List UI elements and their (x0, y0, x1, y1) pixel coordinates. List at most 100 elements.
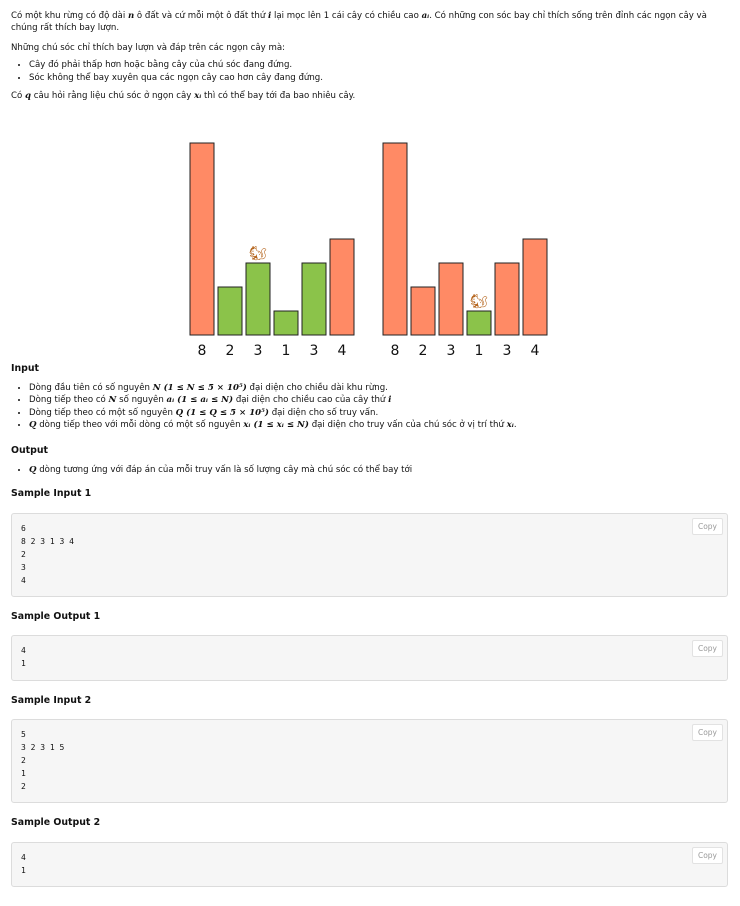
math: aᵢ (1 ≤ aᵢ ≤ N) (166, 395, 234, 406)
math: xᵢ (506, 419, 514, 430)
tree-height-label: 2 (419, 343, 428, 359)
code-line: 8 2 3 1 3 4 (21, 537, 74, 546)
text: Dòng đầu tiên có số nguyên (29, 382, 153, 393)
code-line: 1 (21, 659, 26, 668)
math: i (388, 395, 392, 406)
code-line: 5 (21, 730, 26, 739)
tree-height-label: 3 (447, 343, 456, 359)
tree-bar (273, 310, 299, 336)
code-line: 4 (21, 646, 26, 655)
text: . (513, 419, 517, 430)
tree-bar (494, 262, 520, 336)
sample-input-2-box: Copy 5 3 2 3 1 5 2 1 2 (11, 719, 728, 803)
code-line: 3 2 3 1 5 (21, 743, 65, 752)
tree-height-label: 3 (310, 343, 319, 359)
tree-bar (301, 262, 327, 336)
code-line: 2 (21, 550, 26, 559)
intro-text: . Có những con sóc bay chỉ thích sống tr… (11, 11, 707, 34)
copy-button[interactable]: Copy (691, 518, 723, 535)
math: Q (1 ≤ Q ≤ 5 × 10⁵) (175, 407, 269, 418)
var-q: q (25, 91, 32, 102)
left-panel: 8 2 3 🐿 1 3 4 (189, 142, 355, 359)
code-line: 3 (21, 563, 26, 572)
tree-height-label: 4 (531, 343, 540, 359)
intro-text: Có một khu rừng có độ dài (11, 11, 128, 21)
tree-height-label: 4 (338, 343, 347, 359)
text: số nguyên (116, 395, 167, 406)
code-line: 4 (21, 576, 26, 585)
input-section: Input Dòng đầu tiên có số nguyên N (1 ≤ … (11, 362, 731, 431)
text: đại diện cho truy vấn của chú sóc ở vị t… (308, 419, 507, 430)
output-heading: Output (11, 445, 48, 456)
intro-text: Có (11, 91, 25, 102)
tree-height-label: 1 (475, 343, 484, 359)
rules-list: Cây đó phải thấp hơn hoặc bằng cây của c… (11, 59, 731, 84)
rule-item: Cây đó phải thấp hơn hoặc bằng cây của c… (29, 59, 731, 71)
sample-output-1-box: Copy 4 1 (11, 635, 728, 681)
sample-input-1-title: Sample Input 1 (11, 488, 92, 499)
tree-height-label: 3 (254, 343, 263, 359)
math: Q (29, 419, 37, 430)
code-line: 2 (21, 756, 26, 765)
copy-button[interactable]: Copy (691, 847, 723, 864)
input-item: Dòng tiếp theo có N số nguyên aᵢ (1 ≤ aᵢ… (29, 394, 731, 406)
input-list: Dòng đầu tiên có số nguyên N (1 ≤ N ≤ 5 … (11, 382, 731, 432)
tree-bar (329, 238, 355, 336)
tree-bar (438, 262, 464, 336)
text: dòng tương ứng với đáp án của mỗi truy v… (36, 464, 413, 475)
rules-intro: Những chú sóc chỉ thích bay lượn và đáp … (11, 42, 286, 53)
text: đại diện cho chiều dài khu rừng. (246, 382, 388, 393)
input-item: Q dòng tiếp theo với mỗi dòng có một số … (29, 419, 731, 431)
code-line: 1 (21, 769, 26, 778)
text: Dòng tiếp theo có một số nguyên (29, 407, 176, 418)
math: xᵢ (1 ≤ xᵢ ≤ N) (243, 419, 309, 430)
output-list: Q dòng tương ứng với đáp án của mỗi truy… (11, 464, 731, 476)
math: N (108, 395, 117, 406)
squirrel-icon: 🐿 (249, 246, 267, 262)
math: Q (29, 464, 37, 475)
output-item: Q dòng tương ứng với đáp án của mỗi truy… (29, 464, 731, 476)
code-line: 2 (21, 782, 26, 791)
query-paragraph: Có q câu hỏi rằng liệu chú sóc ở ngọn câ… (11, 90, 731, 102)
var-n: n (127, 11, 135, 21)
input-heading: Input (11, 363, 40, 374)
right-panel: 8 2 3 1 🐿 3 4 (382, 142, 548, 359)
trees-figure: 8 2 3 🐿 1 3 4 8 2 3 1 🐿 3 4 (189, 142, 548, 359)
tree-height-label: 3 (503, 343, 512, 359)
var-xi: xᵢ (194, 91, 202, 102)
intro-text: ô đất và cứ mỗi một ô đất thứ (134, 11, 269, 21)
text: đại diện cho số truy vấn. (269, 407, 379, 418)
sample-output-1-title: Sample Output 1 (11, 611, 101, 622)
intro-text: lại mọc lên 1 cái cây có chiều cao (271, 11, 422, 21)
squirrel-icon: 🐿 (470, 294, 488, 310)
text: dòng tiếp theo với mỗi dòng có một số ng… (36, 419, 244, 430)
tree-height-label: 1 (282, 343, 291, 359)
code-line: 6 (21, 524, 26, 533)
var-i: i (268, 11, 272, 21)
tree-height-label: 8 (198, 343, 207, 359)
tree-bar (466, 310, 492, 336)
text: đại diện cho chiều cao của cây thứ (233, 395, 389, 406)
tree-height-label: 2 (226, 343, 235, 359)
tree-bar (522, 238, 548, 336)
copy-button[interactable]: Copy (691, 640, 723, 657)
intro-text: thì có thể bay tới đa bao nhiêu cây. (201, 91, 356, 102)
tree-height-label: 8 (391, 343, 400, 359)
math: N (1 ≤ N ≤ 5 × 10⁵) (152, 382, 247, 393)
tree-bar (382, 142, 408, 336)
var-ai: aᵢ (421, 11, 430, 21)
input-item: Dòng tiếp theo có một số nguyên Q (1 ≤ Q… (29, 407, 731, 419)
sample-input-1-box: Copy 6 8 2 3 1 3 4 2 3 4 (11, 513, 728, 597)
tree-bar (410, 286, 436, 336)
copy-button[interactable]: Copy (691, 724, 723, 741)
sample-output-2-title: Sample Output 2 (11, 817, 101, 828)
rule-item: Sóc không thể bay xuyên qua các ngọn cây… (29, 72, 731, 84)
input-item: Dòng đầu tiên có số nguyên N (1 ≤ N ≤ 5 … (29, 382, 731, 394)
intro-paragraph: Có một khu rừng có độ dài n ô đất và cứ … (11, 10, 723, 35)
tree-bar (189, 142, 215, 336)
code-line: 1 (21, 866, 26, 875)
intro-text: câu hỏi rằng liệu chú sóc ở ngọn cây (31, 91, 195, 102)
code-line: 4 (21, 853, 26, 862)
sample-input-2-title: Sample Input 2 (11, 695, 92, 706)
text: Dòng tiếp theo có (29, 395, 109, 406)
